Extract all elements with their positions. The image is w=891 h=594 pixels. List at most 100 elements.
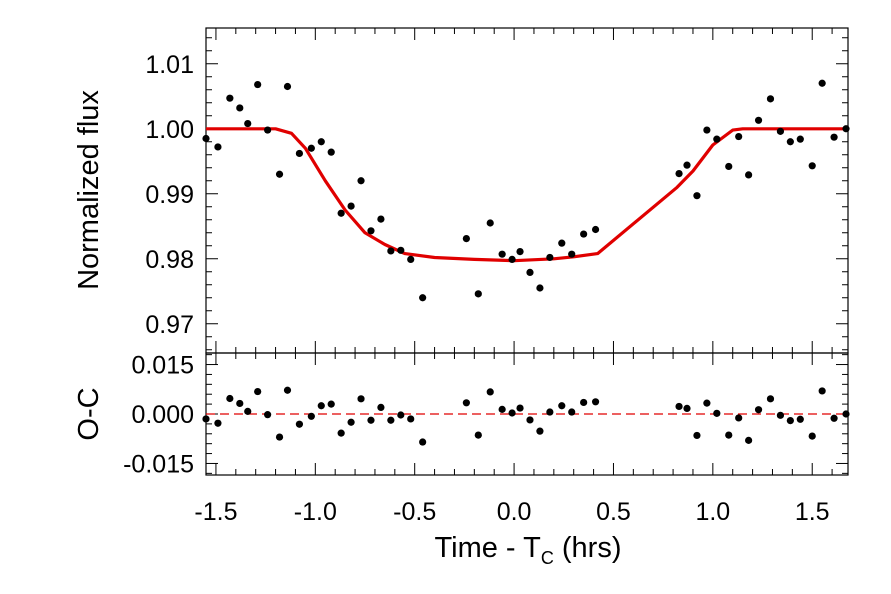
flux-data-point: [387, 247, 395, 255]
x-tick-label: 0.0: [497, 498, 532, 526]
residual-data-point: [254, 387, 262, 396]
residual-data-point: [244, 407, 252, 415]
flux-data-point: [264, 126, 272, 134]
flux-data-point: [367, 227, 375, 235]
flux-data-point: [683, 161, 691, 169]
flux-data-point: [580, 230, 588, 238]
flux-data-point: [295, 149, 304, 158]
flux-data-point: [842, 125, 850, 133]
residual-data-point: [725, 431, 733, 439]
residual-panel-frame: [205, 352, 849, 476]
x-axis-title-subscript: C: [541, 548, 554, 568]
residual-y-tick-label: 0.015: [131, 352, 194, 380]
x-axis-title: Time - TC (hrs): [434, 532, 621, 568]
x-tick-label: 1.0: [695, 498, 730, 526]
residual-data-point: [367, 416, 375, 424]
flux-data-point: [283, 82, 292, 91]
flux-y-tick-label: 0.99: [145, 181, 194, 209]
residual-data-point: [397, 411, 405, 419]
flux-data-point: [725, 162, 733, 171]
residual-data-point: [526, 416, 534, 424]
residual-data-point: [387, 416, 395, 424]
residual-data-point: [693, 431, 701, 440]
model-fit-line: [206, 127, 848, 263]
residual-data-point: [377, 403, 385, 412]
flux-data-point: [766, 95, 775, 103]
flux-data-point: [808, 162, 816, 170]
flux-data-point: [317, 138, 325, 146]
residual-data-point: [818, 387, 826, 395]
x-tick-label: -1.5: [194, 498, 237, 526]
flux-data-point: [776, 127, 785, 135]
flux-data-point: [526, 268, 534, 276]
residual-data-point: [317, 402, 325, 410]
x-tick-label: 1.5: [795, 498, 830, 526]
x-tick-label: -0.5: [393, 498, 436, 526]
residual-data-point: [307, 412, 315, 420]
flux-data-point: [347, 202, 355, 210]
flux-panel: 0.97 0.98 0.99 1.00 1.01: [145, 27, 850, 354]
flux-data-point: [516, 248, 524, 256]
flux-data-point: [558, 239, 566, 247]
y-axis-title-oc: O-C: [73, 387, 105, 440]
residual-data-point: [830, 414, 838, 422]
residual-data-point: [591, 398, 600, 406]
residual-data-point: [202, 415, 210, 423]
flux-data-point: [536, 284, 544, 292]
residual-data-point: [796, 415, 804, 423]
flux-data-point: [713, 135, 721, 143]
residual-data-point: [516, 404, 524, 412]
flux-data-point: [754, 116, 763, 124]
flux-data-point: [462, 235, 470, 243]
flux-y-tick-label: 1.01: [145, 51, 194, 79]
residual-data-point: [347, 418, 355, 426]
flux-y-tick-label: 0.98: [145, 246, 194, 274]
flux-data-point: [202, 134, 210, 143]
residual-data-point: [236, 399, 244, 408]
residual-data-point: [275, 433, 284, 441]
residual-data-point: [786, 416, 794, 425]
flux-data-point: [226, 94, 234, 102]
residual-data-point: [683, 404, 691, 412]
x-axis-tick-labels: -1.5 -1.0 -0.5 0.0 0.5 1.0 1.5: [194, 498, 829, 526]
residual-data-point: [214, 419, 222, 427]
flux-data-point: [508, 255, 516, 263]
flux-data-point: [693, 192, 701, 200]
flux-data-point: [254, 80, 262, 89]
flux-data-point: [327, 148, 335, 156]
residual-y-tick-label: -0.015: [123, 450, 194, 478]
x-axis-title-suffix: (hrs): [554, 532, 622, 564]
residual-data-point: [283, 386, 292, 394]
flux-data-point: [337, 209, 345, 217]
flux-data-point: [486, 219, 494, 227]
residual-data-point: [713, 409, 721, 417]
flux-data-point: [474, 290, 482, 298]
flux-data-point: [830, 133, 838, 141]
flux-data-point: [498, 250, 506, 258]
flux-data-point: [244, 119, 252, 128]
residual-data-point: [703, 399, 711, 407]
flux-data-point: [236, 104, 244, 112]
residual-data-point: [486, 388, 494, 396]
residual-data-point: [568, 408, 576, 416]
flux-data-point: [735, 132, 743, 141]
flux-data-point: [703, 126, 711, 134]
residual-data-point: [474, 431, 482, 439]
residual-data-point: [498, 405, 506, 413]
residual-data-point: [754, 406, 763, 414]
residual-data-point: [766, 395, 775, 403]
flux-data-point: [818, 79, 826, 87]
residual-panel: -0.015 0.000 0.015: [123, 352, 850, 478]
x-axis-title-main: Time - T: [434, 532, 541, 564]
residual-data-point: [337, 429, 345, 437]
x-tick-label: -1.0: [294, 498, 337, 526]
flux-data-point: [591, 225, 600, 234]
residual-data-point: [264, 411, 272, 419]
flux-data-point: [377, 215, 385, 223]
flux-data-point: [568, 250, 576, 258]
residual-data-point: [357, 395, 365, 403]
residual-data-point: [735, 414, 743, 422]
residual-data-point: [745, 436, 753, 444]
residual-data-point: [536, 427, 544, 435]
